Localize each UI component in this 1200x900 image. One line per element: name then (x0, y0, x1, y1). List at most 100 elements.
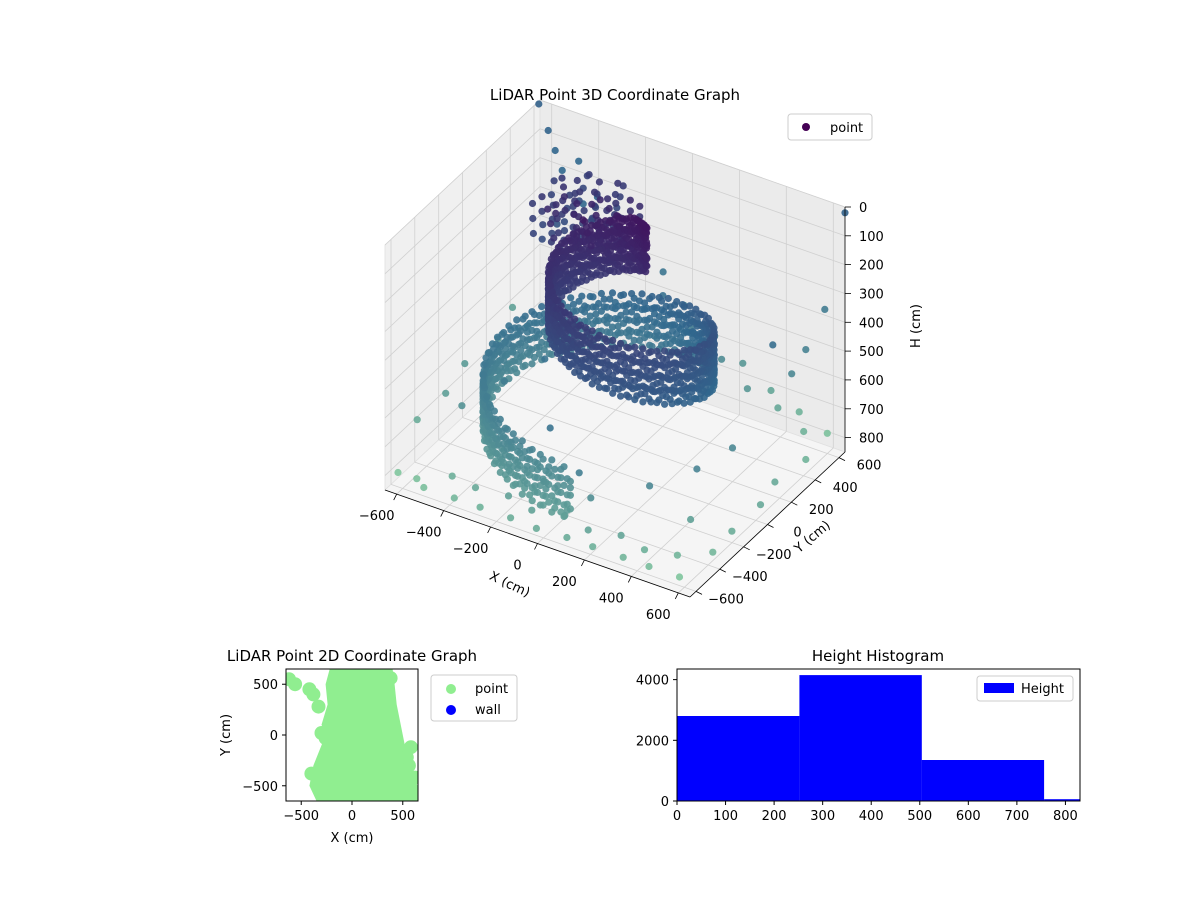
data-point (631, 396, 639, 404)
data-point (575, 297, 583, 305)
data-point (619, 291, 628, 299)
data-point (617, 531, 625, 540)
chart-2d-x-ticks: −500 0 500 (283, 801, 415, 824)
data-point (636, 202, 644, 210)
x-tick-mark (674, 592, 679, 600)
chart-histogram: Height Histogram 0 100 200 300 400 500 600 700 8… (636, 647, 1081, 824)
chart-3d-legend: point (787, 113, 873, 141)
histogram-frame (676, 668, 1081, 802)
data-point (479, 370, 487, 378)
data-point (588, 327, 596, 335)
chart-2d-legend: point wall (430, 674, 518, 722)
data-point (595, 383, 604, 391)
data-point (645, 562, 653, 571)
data-point (605, 204, 613, 213)
data-point (673, 551, 682, 559)
data-point (503, 425, 511, 433)
data-point (513, 316, 521, 324)
y-tick-label: −500 (242, 780, 278, 795)
x-tick-label: 0 (348, 809, 356, 824)
data-point (519, 315, 527, 323)
data-point (529, 214, 537, 223)
chart-2d: LiDAR Point 2D Coordinate Graph −500 0 500… (219, 647, 518, 846)
grid-line (539, 128, 846, 237)
data-point (448, 472, 456, 480)
data-point (619, 182, 627, 190)
x-tick-label: 300 (810, 809, 835, 824)
data-point (547, 191, 556, 199)
z-tick-label: 500 (859, 345, 884, 360)
x-tick-label: 600 (956, 809, 981, 824)
y-tick-label: −400 (732, 570, 768, 585)
data-point (500, 440, 508, 448)
data-point (728, 444, 737, 452)
data-point (643, 262, 651, 270)
data-point (413, 475, 421, 483)
data-point (596, 196, 604, 204)
data-point (575, 157, 583, 165)
x-tick-mark (487, 526, 491, 534)
y-tick-mark (767, 524, 774, 528)
data-point (583, 229, 591, 237)
data-point (606, 295, 614, 303)
data-point (552, 201, 560, 209)
point-region (309, 669, 418, 801)
point-blob (314, 782, 329, 797)
data-point (541, 355, 549, 363)
x-tick-label: 800 (1053, 809, 1078, 824)
data-point (560, 481, 568, 489)
data-point (535, 100, 543, 108)
data-point (595, 331, 604, 339)
z-tick-label: 100 (859, 230, 884, 245)
data-point (612, 199, 620, 207)
data-point (539, 221, 547, 229)
data-point (490, 407, 498, 415)
data-point (614, 302, 622, 310)
z-tick-label: 800 (859, 432, 884, 447)
histogram-bars (677, 675, 1080, 801)
z-tick-label: 200 (859, 259, 884, 274)
data-point (692, 305, 700, 313)
data-point (503, 475, 511, 483)
data-point (767, 386, 775, 395)
data-point (528, 360, 536, 368)
data-point (545, 350, 553, 358)
histogram-bar (921, 760, 1045, 801)
chart-3d-z-ticks: 0 100 200 300 400 500 600 700 800 (845, 201, 884, 447)
data-point (661, 400, 669, 408)
data-point (544, 126, 552, 135)
data-point (641, 299, 649, 307)
data-point (528, 199, 537, 208)
data-point (488, 340, 496, 348)
data-point (442, 389, 450, 397)
grid-line (678, 447, 834, 594)
data-point (570, 210, 578, 218)
data-point (558, 174, 566, 182)
data-point (643, 255, 651, 263)
data-point (603, 303, 611, 311)
data-point (531, 482, 539, 490)
data-point (680, 346, 688, 354)
x-tick-label: 400 (599, 591, 624, 606)
data-point (550, 177, 558, 185)
data-point (554, 498, 562, 506)
data-point (592, 211, 600, 219)
data-point (617, 392, 625, 400)
chart-2d-points (286, 669, 418, 801)
chart-3d-title: LiDAR Point 3D Coordinate Graph (490, 86, 740, 104)
data-point (544, 268, 553, 276)
data-point (573, 176, 581, 185)
x-tick-label: 0 (673, 809, 681, 824)
z-tick-label: 700 (859, 403, 884, 418)
data-point (533, 474, 542, 482)
data-point (548, 456, 556, 464)
data-point (587, 242, 595, 250)
grid-line (384, 215, 541, 361)
data-point (554, 482, 562, 490)
data-point (548, 472, 556, 480)
y-tick-label: 0 (270, 729, 278, 744)
data-point (560, 463, 568, 471)
x-tick-label: 500 (390, 809, 415, 824)
data-point (518, 490, 526, 498)
